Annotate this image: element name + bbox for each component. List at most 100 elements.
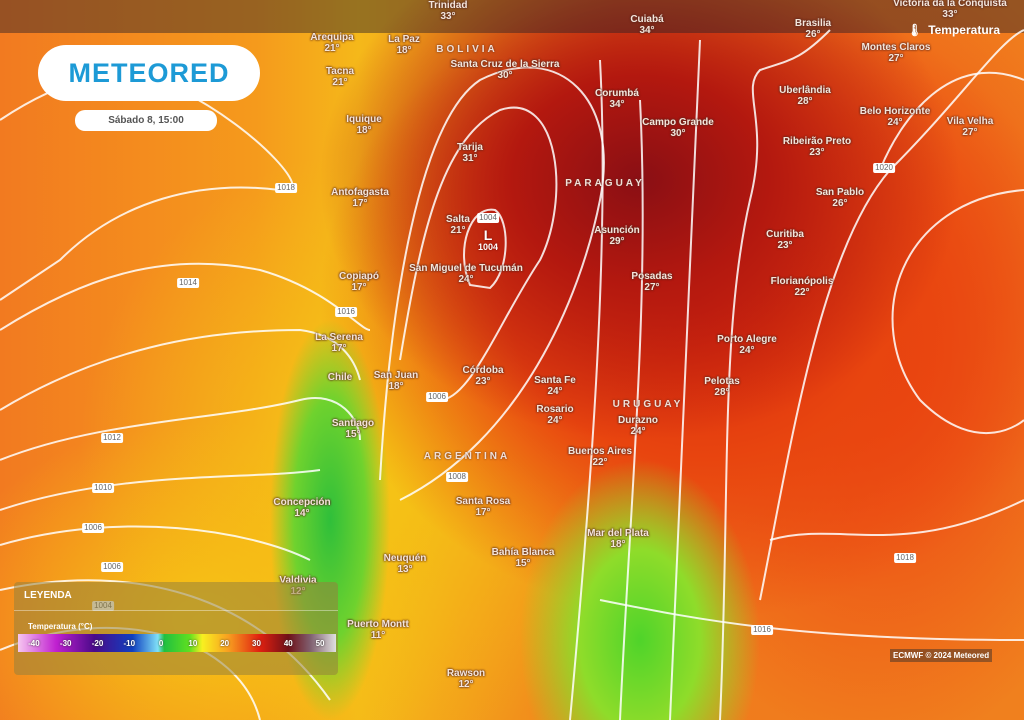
city-temp: 29° [609,236,625,247]
city-label[interactable]: Tacna 21° [326,66,354,88]
city-label[interactable]: Bahía Blanca 15° [492,547,555,569]
city-name: Corumbá [595,88,639,99]
city-label[interactable]: Salta 21° [446,214,470,236]
country-label: URUGUAY [612,399,684,410]
city-name: Campo Grande [642,117,714,128]
city-label[interactable]: Cuiabá 34° [630,14,663,36]
isobar-label: 1018 [894,553,916,563]
city-name: La Serena [315,332,363,343]
city-label[interactable]: La Serena 17° [315,332,363,354]
city-label[interactable]: Campo Grande 30° [642,117,714,139]
city-temp: 31° [462,153,478,164]
city-temp: 22° [592,457,608,468]
city-name: Arequipa [310,32,354,43]
city-name: Pelotas [704,376,740,387]
scale-tick: 10 [188,638,198,648]
city-label[interactable]: Corumbá 34° [595,88,639,110]
isobar-label: 1020 [873,163,895,173]
city-name: Concepción [273,497,331,508]
scale-tick: -10 [123,638,136,648]
city-label[interactable]: Santa Rosa 17° [456,496,510,518]
city-name: Mar del Plata [587,528,649,539]
city-label[interactable]: Puerto Montt 11° [347,619,409,641]
city-temp: 12° [458,679,474,690]
city-label[interactable]: Florianópolis 22° [771,276,834,298]
city-label[interactable]: Mar del Plata 18° [587,528,649,550]
city-label[interactable]: Durazno 24° [618,415,658,437]
city-temp: 24° [887,117,903,128]
city-label[interactable]: Vila Velha 27° [947,116,994,138]
city-label[interactable]: Santa Cruz de la Sierra 30° [451,59,560,81]
top-band [0,0,1024,33]
city-temp: 23° [809,147,825,158]
scale-tick: 40 [283,638,293,648]
city-label[interactable]: Buenos Aires 22° [568,446,632,468]
isobar-label: 1016 [335,307,357,317]
city-label[interactable]: Copiapó 17° [339,271,379,293]
city-label[interactable]: Trinidad 33° [429,0,468,22]
city-label[interactable]: San Juan 18° [374,370,418,392]
city-label[interactable]: Concepción 14° [273,497,330,519]
city-name: Montes Claros [861,42,931,53]
city-label[interactable]: Belo Horizonte 24° [860,106,931,128]
city-name: San Juan [373,370,419,381]
city-label[interactable]: Neuquén 13° [384,553,427,575]
low-symbol: L [483,227,493,243]
city-name: Copiapó [339,271,379,282]
city-label[interactable]: Antofagasta 17° [331,187,389,209]
city-temp: 17° [351,282,367,293]
city-label[interactable]: Santiago 15° [332,418,374,440]
city-label[interactable]: Rosario 24° [536,404,573,426]
city-label[interactable]: Curitiba 23° [766,229,804,251]
city-temp: 14° [294,508,310,519]
city-label[interactable]: Montes Claros 27° [862,42,931,64]
city-label[interactable]: Chile [328,372,352,383]
city-temp: 11° [370,630,386,641]
city-temp: 28° [714,387,730,398]
city-label[interactable]: Pelotas 28° [704,376,740,398]
city-label[interactable]: La Paz 18° [388,34,420,56]
country-label: BOLIVIA [436,44,498,55]
city-name: Brasilia [794,18,832,29]
city-label[interactable]: Victoria da la Conquista 33° [893,0,1007,20]
isobar [891,189,1024,434]
city-label[interactable]: Córdoba 23° [462,365,503,387]
city-name: Trinidad [428,0,468,11]
city-temp: 26° [832,198,848,209]
city-temp: 33° [942,9,958,20]
isobar [669,39,701,720]
city-label[interactable]: Arequipa 21° [310,32,353,54]
isobar-label: 1006 [426,392,448,402]
city-label[interactable]: Santa Fe 24° [534,375,576,397]
city-label[interactable]: Porto Alegre 24° [717,334,777,356]
layer-selector[interactable]: 🌡 Temperatura [907,23,1000,37]
city-label[interactable]: San Pablo 26° [816,187,864,209]
city-label[interactable]: Iquique 18° [346,114,382,136]
city-label[interactable]: Tarija 31° [457,142,483,164]
country-label: ARGENTINA [423,451,511,462]
city-temp: 15° [515,558,531,569]
city-temp: 17° [352,198,368,209]
city-name: Ribeirão Preto [782,136,852,147]
isobar [399,106,558,401]
isobar-label: 1006 [101,562,123,572]
city-label[interactable]: Posadas 27° [631,271,672,293]
city-label[interactable]: Ribeirão Preto 23° [783,136,851,158]
legend-title: LEYENDA [24,590,72,601]
city-label[interactable]: Asunción 29° [594,225,640,247]
low-pressure-value: 1004 [477,242,499,252]
city-label[interactable]: San Miguel de Tucumán 24° [409,263,523,285]
meteored-logo[interactable]: METEORED [38,45,260,101]
city-name: Cuiabá [630,14,664,25]
city-label[interactable]: Brasilia 26° [795,18,831,40]
city-temp: 33° [440,11,456,22]
city-label[interactable]: Uberlândia 28° [779,85,831,107]
city-temp: 18° [388,381,404,392]
forecast-datetime[interactable]: Sábado 8, 15:00 [75,110,217,131]
city-temp: 22° [794,287,810,298]
isobar-label: 1012 [101,433,123,443]
city-label[interactable]: Rawson 12° [447,668,485,690]
city-name: Victoria da la Conquista [893,0,1007,9]
city-name: La Paz [388,34,420,45]
city-name: Buenos Aires [567,446,633,457]
